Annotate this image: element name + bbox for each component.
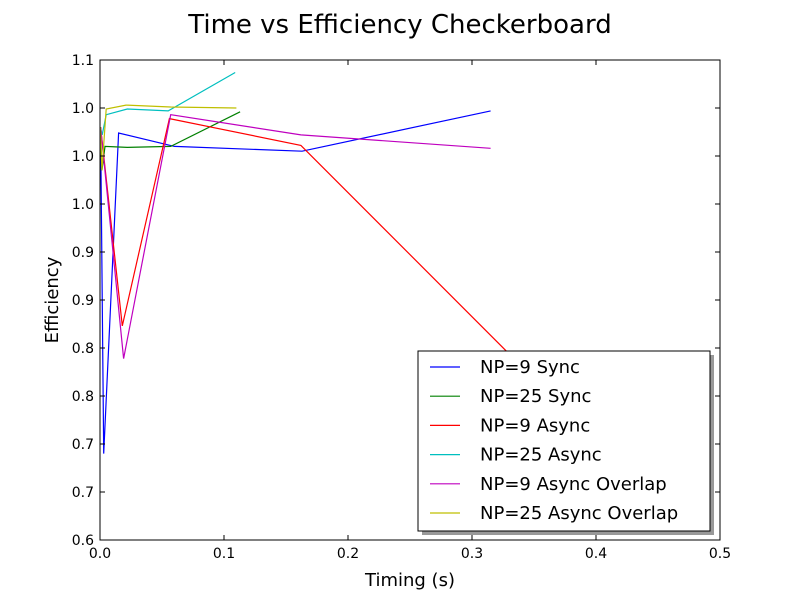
x-tick-label: 0.3 xyxy=(461,546,483,562)
y-tick-label: 1.1 xyxy=(72,53,94,69)
x-tick-label: 0.5 xyxy=(709,546,731,562)
series-line-0 xyxy=(100,110,491,454)
series-line-4 xyxy=(100,114,491,359)
y-tick-label: 0.7 xyxy=(72,437,94,453)
legend-label-3: NP=25 Async xyxy=(480,445,602,466)
ticks-layer: 0.0 0.1 0.2 0.3 0.4 0.5 0.6 0.7 0.7 0.8 0.8 0.9 0.9 1… xyxy=(72,53,731,562)
legend-items: NP=9 Sync NP=25 Sync NP=9 Async NP=25 Async… xyxy=(430,357,678,524)
x-tick-label: 0.0 xyxy=(89,546,111,562)
legend-frame xyxy=(417,350,711,532)
x-tick-label: 0.4 xyxy=(585,546,607,562)
y-tick-label: 1.0 xyxy=(72,149,94,165)
x-tick-label: 0.2 xyxy=(337,546,359,562)
legend-label-4: NP=9 Async Overlap xyxy=(480,474,667,495)
y-tick-label: 0.9 xyxy=(72,293,94,309)
legend-label-0: NP=9 Sync xyxy=(480,357,580,378)
y-tick-label: 0.7 xyxy=(72,485,94,501)
y-tick-label: 1.0 xyxy=(72,197,94,213)
legend-label-1: NP=25 Sync xyxy=(480,386,591,407)
y-tick-label: 1.0 xyxy=(72,101,94,117)
y-axis-label: Efficiency xyxy=(42,256,63,343)
legend-label-5: NP=25 Async Overlap xyxy=(480,503,678,524)
series-line-2 xyxy=(100,117,547,392)
x-axis-label: Timing (s) xyxy=(364,570,455,591)
y-tick-label: 0.9 xyxy=(72,245,94,261)
series-layer xyxy=(100,71,547,454)
x-tick-label: 0.1 xyxy=(213,546,235,562)
series-line-1 xyxy=(100,111,241,171)
chart-title: Time vs Efficiency Checkerboard xyxy=(187,10,611,40)
y-tick-label: 0.8 xyxy=(72,389,94,405)
series-line-3 xyxy=(100,71,236,136)
legend: NP=9 Sync NP=25 Sync NP=9 Async NP=25 Async… xyxy=(417,350,714,535)
y-tick-label: 0.8 xyxy=(72,341,94,357)
legend-label-2: NP=9 Async xyxy=(480,415,590,436)
series-line-5 xyxy=(100,104,237,171)
y-tick-label: 0.6 xyxy=(72,533,94,549)
